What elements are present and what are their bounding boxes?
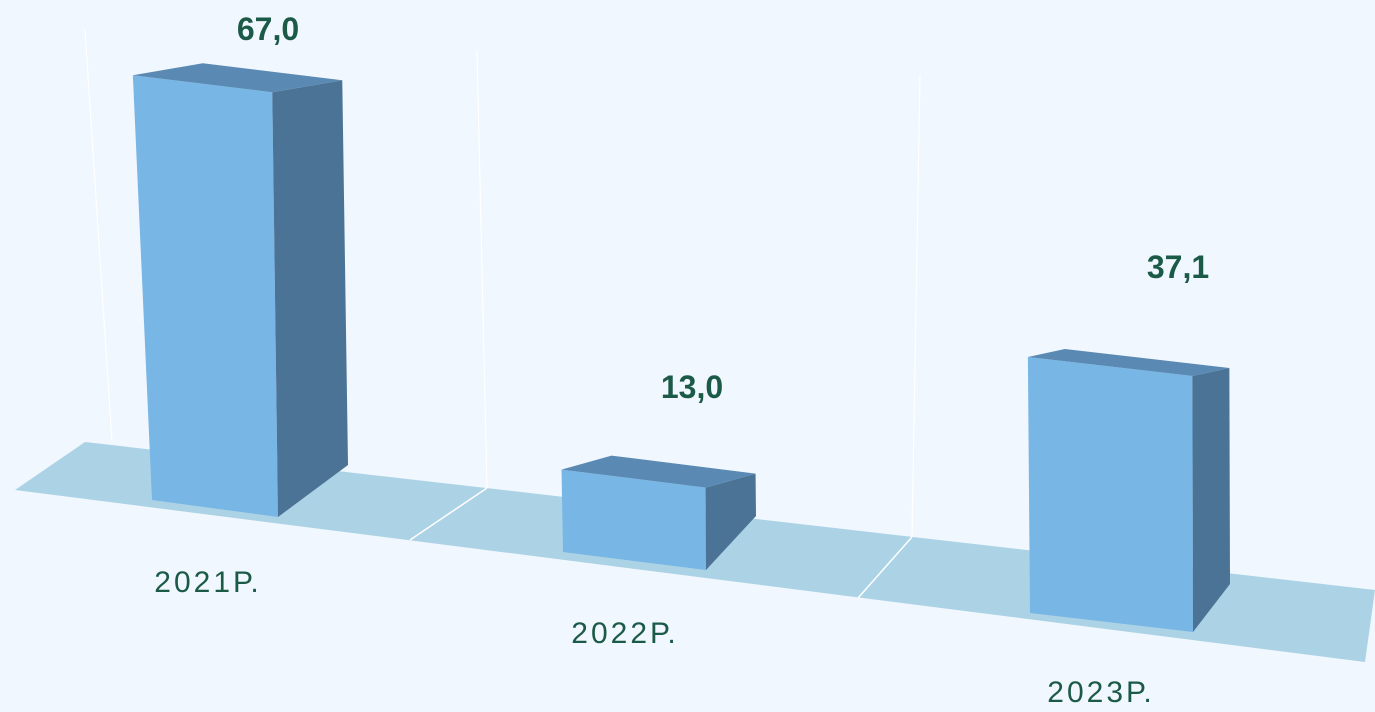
chart-category-labels: 2021Р. 2022Р. 2023Р. — [154, 566, 1154, 709]
bar-front-0 — [132, 75, 278, 517]
floor-divider-0 — [409, 487, 488, 541]
chart-bars — [132, 63, 1230, 632]
gridline-1 — [476, 49, 488, 489]
chart-data-labels: 67,0 13,0 37,1 — [237, 11, 1209, 405]
bar-front-1 — [561, 469, 706, 570]
category-label-0: 2021Р. — [154, 566, 261, 599]
data-label-1: 13,0 — [661, 369, 723, 405]
data-label-0: 67,0 — [237, 11, 299, 47]
bar-2022Р. — [561, 455, 756, 570]
category-label-2: 2023Р. — [1047, 676, 1154, 709]
bar-side-0 — [272, 80, 348, 517]
bar-top-0 — [132, 63, 343, 93]
category-label-1: 2022Р. — [571, 617, 678, 650]
gridline-2 — [911, 74, 921, 538]
chart-gridlines — [84, 29, 921, 599]
bar-top-2 — [1027, 349, 1230, 377]
bar-2021Р. — [132, 63, 348, 517]
bar-top-1 — [561, 455, 756, 488]
floor-divider-1 — [857, 536, 913, 599]
gridline-0 — [84, 29, 113, 443]
bar-front-2 — [1027, 357, 1193, 632]
bar-side-1 — [705, 473, 756, 570]
data-label-2: 37,1 — [1147, 249, 1209, 285]
bar-side-2 — [1192, 368, 1230, 632]
bar-2023Р. — [1027, 349, 1230, 632]
